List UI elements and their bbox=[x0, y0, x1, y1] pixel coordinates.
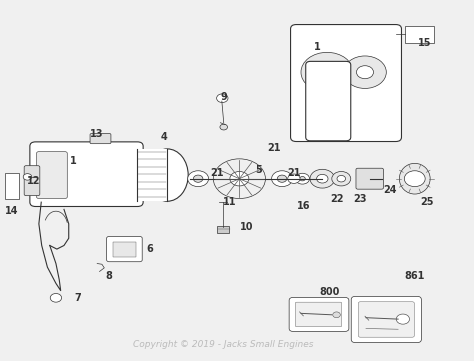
Text: 9: 9 bbox=[220, 92, 227, 103]
Circle shape bbox=[188, 171, 209, 187]
FancyBboxPatch shape bbox=[289, 297, 349, 331]
Text: 12: 12 bbox=[27, 175, 41, 186]
Bar bbox=[137, 149, 167, 201]
Text: 8: 8 bbox=[106, 271, 112, 281]
Circle shape bbox=[230, 171, 249, 186]
Circle shape bbox=[332, 171, 351, 186]
FancyBboxPatch shape bbox=[306, 61, 351, 141]
Circle shape bbox=[50, 293, 62, 302]
FancyBboxPatch shape bbox=[36, 152, 67, 199]
Text: 24: 24 bbox=[383, 184, 396, 195]
Text: 16: 16 bbox=[297, 201, 310, 211]
Circle shape bbox=[356, 66, 374, 79]
FancyBboxPatch shape bbox=[291, 25, 401, 142]
Text: 21: 21 bbox=[287, 168, 301, 178]
Text: 21: 21 bbox=[267, 143, 281, 153]
FancyBboxPatch shape bbox=[107, 236, 142, 262]
Circle shape bbox=[317, 174, 328, 183]
Bar bbox=[113, 242, 136, 257]
Bar bbox=[217, 226, 229, 233]
FancyBboxPatch shape bbox=[30, 142, 143, 206]
Text: 800: 800 bbox=[319, 287, 339, 297]
FancyBboxPatch shape bbox=[351, 296, 421, 343]
Circle shape bbox=[344, 56, 386, 88]
Circle shape bbox=[193, 175, 203, 182]
Circle shape bbox=[23, 174, 32, 180]
Text: 22: 22 bbox=[330, 193, 343, 204]
Text: 13: 13 bbox=[91, 129, 104, 139]
Text: 10: 10 bbox=[240, 222, 253, 232]
Bar bbox=[5, 173, 19, 199]
FancyBboxPatch shape bbox=[358, 302, 414, 337]
FancyBboxPatch shape bbox=[356, 168, 383, 189]
FancyBboxPatch shape bbox=[90, 134, 111, 144]
FancyBboxPatch shape bbox=[295, 302, 342, 327]
Text: 861: 861 bbox=[405, 271, 425, 281]
Text: 6: 6 bbox=[146, 244, 153, 254]
Circle shape bbox=[315, 63, 339, 81]
Text: 4: 4 bbox=[160, 132, 167, 142]
Bar bbox=[405, 26, 434, 43]
Text: 1: 1 bbox=[70, 156, 77, 166]
Text: 15: 15 bbox=[418, 38, 431, 48]
Circle shape bbox=[300, 177, 305, 181]
Text: 25: 25 bbox=[420, 197, 433, 207]
Text: Copyright © 2019 - Jacks Small Engines: Copyright © 2019 - Jacks Small Engines bbox=[133, 340, 313, 349]
Text: 1: 1 bbox=[314, 42, 321, 52]
Circle shape bbox=[396, 314, 410, 324]
Text: 5: 5 bbox=[255, 165, 262, 175]
Ellipse shape bbox=[146, 149, 188, 201]
Text: 7: 7 bbox=[75, 293, 82, 303]
Circle shape bbox=[288, 174, 300, 183]
Circle shape bbox=[404, 171, 425, 187]
Circle shape bbox=[333, 312, 340, 318]
Circle shape bbox=[272, 171, 292, 187]
Circle shape bbox=[220, 124, 228, 130]
Text: 23: 23 bbox=[354, 193, 367, 204]
Text: 14: 14 bbox=[5, 206, 18, 216]
Circle shape bbox=[301, 52, 353, 92]
FancyBboxPatch shape bbox=[24, 166, 40, 196]
Circle shape bbox=[337, 175, 346, 182]
Circle shape bbox=[217, 94, 228, 103]
Circle shape bbox=[277, 175, 287, 182]
Text: 21: 21 bbox=[210, 168, 224, 178]
Circle shape bbox=[310, 169, 335, 188]
Text: 11: 11 bbox=[223, 197, 237, 207]
Circle shape bbox=[295, 173, 310, 184]
Ellipse shape bbox=[399, 163, 430, 194]
